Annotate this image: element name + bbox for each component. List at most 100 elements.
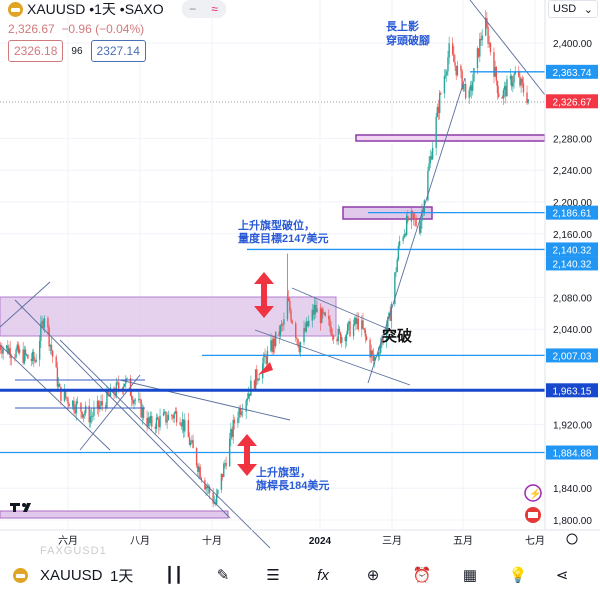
support-zone-bottom[interactable] bbox=[0, 510, 229, 519]
y-tick-label: 2,400.00 bbox=[553, 39, 592, 50]
candle bbox=[463, 83, 466, 85]
add-icon[interactable]: ⊕ bbox=[366, 567, 380, 584]
ideas-bulb-icon[interactable]: 💡 bbox=[508, 567, 528, 584]
trendlines[interactable] bbox=[0, 0, 546, 548]
candle bbox=[283, 319, 285, 325]
currency-select[interactable]: USD ⌄ bbox=[548, 0, 598, 18]
candle bbox=[448, 43, 450, 58]
currency-label: USD bbox=[553, 3, 577, 15]
candle bbox=[240, 412, 243, 415]
candle bbox=[246, 398, 249, 401]
candle bbox=[385, 327, 388, 343]
candle bbox=[313, 304, 316, 315]
level-lines[interactable] bbox=[0, 71, 545, 454]
candle bbox=[64, 390, 67, 398]
draw-pen-icon[interactable]: ✎ bbox=[216, 567, 230, 584]
layout-grid-icon[interactable]: ▦ bbox=[462, 567, 478, 584]
price-chart[interactable]: 長上影 穿頭破腳 上升旗型破位， 量度目標2147美元 上升旗型， 旗桿長184… bbox=[0, 0, 600, 548]
candle bbox=[131, 396, 133, 400]
symbol-icon[interactable] bbox=[0, 560, 40, 590]
lightning-icon[interactable] bbox=[524, 484, 542, 502]
candles-icon[interactable]: ┃┃ bbox=[164, 567, 184, 584]
minimize-button[interactable]: − bbox=[189, 2, 197, 16]
candle bbox=[272, 338, 275, 352]
candle bbox=[139, 399, 141, 401]
candle bbox=[81, 411, 83, 418]
candle bbox=[100, 401, 102, 406]
candle bbox=[503, 85, 506, 91]
candle bbox=[33, 351, 35, 361]
last-price: 2,326.67 bbox=[8, 22, 55, 36]
candle bbox=[303, 328, 305, 343]
add-note-icon[interactable]: ☰ bbox=[266, 567, 280, 584]
candle bbox=[198, 466, 200, 472]
indicators-fx-icon[interactable]: fx bbox=[317, 566, 329, 584]
candle bbox=[204, 480, 206, 490]
candle bbox=[316, 308, 318, 313]
candle bbox=[257, 380, 259, 381]
candle bbox=[146, 418, 148, 427]
candle bbox=[184, 420, 186, 432]
candle bbox=[205, 486, 207, 490]
sell-button[interactable]: 2326.18 bbox=[8, 40, 64, 62]
candle bbox=[225, 463, 227, 467]
candle bbox=[429, 156, 431, 164]
candle bbox=[142, 408, 145, 419]
candle bbox=[123, 383, 126, 387]
candle bbox=[521, 78, 523, 84]
buy-button[interactable]: 2327.14 bbox=[90, 40, 146, 62]
candle bbox=[430, 156, 433, 160]
candle bbox=[220, 473, 223, 490]
settings-icon[interactable] bbox=[566, 533, 578, 545]
annotation-long-shadow-2[interactable]: 穿頭破腳 bbox=[386, 33, 430, 47]
candle bbox=[155, 417, 158, 429]
candle bbox=[231, 429, 233, 437]
indicator-button[interactable]: ≈ bbox=[211, 2, 218, 16]
candle bbox=[232, 419, 234, 437]
candle bbox=[502, 90, 505, 99]
annotation-breakout[interactable]: 突破 bbox=[382, 327, 412, 345]
symbol-title[interactable]: XAUUSD •1天 •SAXO bbox=[27, 1, 164, 17]
zone-2280[interactable] bbox=[355, 134, 546, 142]
candle bbox=[364, 330, 367, 337]
candle bbox=[138, 399, 140, 400]
candle bbox=[381, 337, 383, 345]
annotation-flag-pole[interactable]: 上升旗型， bbox=[256, 465, 311, 479]
annotation-flag-pole-2[interactable]: 旗桿長184美元 bbox=[256, 478, 329, 492]
candle bbox=[337, 328, 339, 342]
candle bbox=[428, 163, 430, 171]
symbol-button[interactable]: XAUUSD bbox=[40, 566, 103, 584]
y-tick-label: 1,920.00 bbox=[553, 421, 592, 432]
supply-zone[interactable] bbox=[0, 296, 337, 337]
alarm-icon[interactable]: ⏰ bbox=[412, 567, 432, 584]
candle bbox=[487, 27, 489, 44]
arrow-icon bbox=[258, 362, 273, 375]
candle bbox=[446, 71, 448, 76]
candle bbox=[518, 71, 520, 77]
candle bbox=[24, 349, 27, 355]
share-icon[interactable]: ⋖ bbox=[555, 567, 569, 584]
interval-button[interactable]: 1天 bbox=[110, 567, 134, 585]
price-badge-label: 2,140.32 bbox=[553, 259, 592, 270]
candle bbox=[156, 417, 159, 420]
candle bbox=[282, 324, 284, 326]
candle bbox=[336, 339, 338, 342]
candle bbox=[321, 308, 323, 324]
candle bbox=[66, 397, 68, 399]
candle bbox=[83, 413, 86, 415]
candle bbox=[435, 116, 437, 148]
candle bbox=[297, 339, 299, 347]
annotation-flag-target-2[interactable]: 量度目標2147美元 bbox=[238, 231, 328, 245]
annotation-flag-target[interactable]: 上升旗型破位， bbox=[238, 218, 315, 232]
candle bbox=[67, 398, 69, 404]
candle bbox=[361, 320, 363, 330]
candle bbox=[217, 489, 219, 495]
candle bbox=[498, 93, 500, 98]
candle bbox=[133, 400, 135, 404]
price-badge-label: 2,363.74 bbox=[553, 68, 592, 79]
candle bbox=[238, 408, 240, 418]
annotation-long-shadow[interactable]: 長上影 bbox=[386, 19, 419, 33]
candle bbox=[421, 210, 423, 221]
price-badge-label: 2,007.03 bbox=[553, 351, 592, 362]
candle bbox=[85, 405, 87, 414]
